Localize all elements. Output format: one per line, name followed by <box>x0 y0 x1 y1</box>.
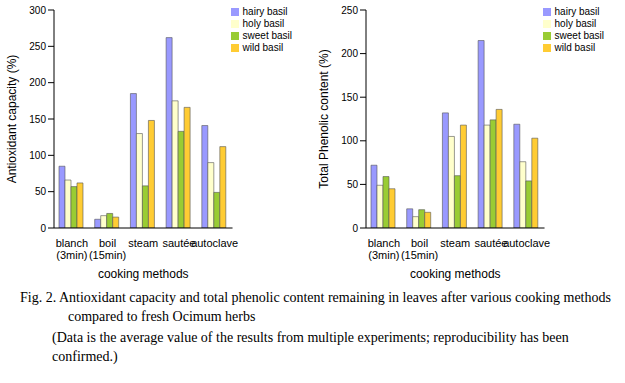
html-text:holy basil: holy basil <box>242 18 285 29</box>
html-text:sweet basil: sweet basil <box>554 30 604 41</box>
svg-text:50: 50 <box>35 186 47 197</box>
svg-text:cooking methods: cooking methods <box>410 267 501 281</box>
svg-text:autoclave: autoclave <box>503 237 550 249</box>
html-text:sweet basil: sweet basil <box>242 30 292 41</box>
svg-text:0: 0 <box>352 223 358 234</box>
svg-text:100: 100 <box>341 135 358 146</box>
svg-text:boil(15min): boil(15min) <box>401 237 438 261</box>
svg-text:300: 300 <box>29 5 46 16</box>
svg-text:sautée: sautée <box>162 237 196 249</box>
svg-text:steam: steam <box>440 237 470 249</box>
svg-text:Total Phenolic content (%): Total Phenolic content (%) <box>317 49 331 188</box>
html-text:wild basil: wild basil <box>242 42 284 53</box>
html-text:(Data is the average value of: (Data is the average value of the result… <box>52 330 569 364</box>
svg-text:cooking methods: cooking methods <box>98 267 189 281</box>
svg-text:150: 150 <box>29 114 46 125</box>
svg-text:blanch(3min): blanch(3min) <box>56 237 88 261</box>
svg-text:100: 100 <box>29 150 46 161</box>
html-text:hairy basil: hairy basil <box>554 6 600 17</box>
svg-text:150: 150 <box>341 92 358 103</box>
svg-text:200: 200 <box>341 48 358 59</box>
svg-text:0: 0 <box>40 223 46 234</box>
svg-text:50: 50 <box>347 179 359 190</box>
html-text:wild basil: wild basil <box>554 42 596 53</box>
svg-text:250: 250 <box>29 41 46 52</box>
svg-text:autoclave: autoclave <box>191 237 238 249</box>
svg-text:blanch(3min): blanch(3min) <box>368 237 400 261</box>
html-text:holy basil: holy basil <box>554 18 597 29</box>
svg-text:200: 200 <box>29 77 46 88</box>
svg-text:Antioxidant capacity (%): Antioxidant capacity (%) <box>8 55 19 184</box>
svg-text:boil(15min): boil(15min) <box>89 237 126 261</box>
html-text:Fig. 2. Antioxidant capacity a: Fig. 2. Antioxidant capacity and total p… <box>20 290 611 324</box>
svg-text:sautée: sautée <box>474 237 508 249</box>
html-text:hairy basil: hairy basil <box>242 6 288 17</box>
svg-text:250: 250 <box>341 5 358 16</box>
svg-text:steam: steam <box>128 237 158 249</box>
